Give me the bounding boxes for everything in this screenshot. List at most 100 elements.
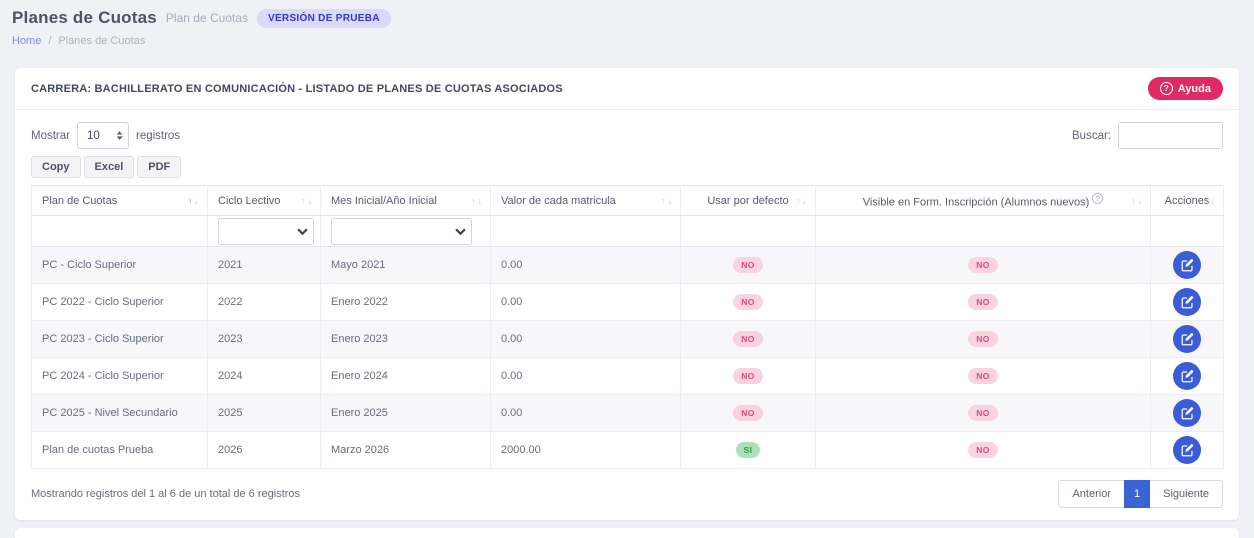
- cell-mes: Enero 2022: [320, 283, 491, 321]
- filter-ciclo-cell: [207, 215, 321, 247]
- export-buttons: Copy Excel PDF: [31, 156, 1223, 178]
- status-badge: NO: [968, 441, 998, 459]
- edit-button[interactable]: [1173, 399, 1201, 427]
- sort-asc-icon: ↑: [301, 195, 308, 206]
- table-row: PC 2023 - Ciclo Superior 2023 Enero 2023…: [31, 320, 1224, 358]
- cell-ciclo: 2024: [207, 357, 321, 395]
- edit-button[interactable]: [1173, 362, 1201, 390]
- plans-card: CARRERA: BACHILLERATO EN COMUNICACIÓN - …: [15, 68, 1239, 520]
- cell-mes: Enero 2025: [320, 394, 491, 432]
- sort-desc-icon: ↓: [667, 195, 674, 206]
- breadcrumb-separator: /: [48, 35, 52, 47]
- version-badge: VERSIÓN DE PRUEBA: [256, 8, 391, 28]
- search-input[interactable]: [1118, 122, 1223, 149]
- sort-asc-icon: ↑: [661, 195, 668, 206]
- card-title: CARRERA: BACHILLERATO EN COMUNICACIÓN - …: [31, 82, 563, 95]
- edit-icon: [1181, 406, 1193, 419]
- sort-asc-icon: ↑: [1131, 195, 1138, 206]
- page-length-select[interactable]: 10: [76, 122, 129, 149]
- edit-button[interactable]: [1173, 288, 1201, 316]
- pagination: Anterior 1 Siguiente: [1058, 480, 1223, 508]
- copy-button[interactable]: Copy: [31, 156, 81, 178]
- column-header-acciones[interactable]: Acciones ↑↓: [1150, 185, 1224, 216]
- next-page-button[interactable]: Siguiente: [1150, 480, 1223, 508]
- sort-desc-icon: ↓: [1137, 195, 1144, 206]
- page-subtitle: Plan de Cuotas: [165, 11, 248, 25]
- column-header-valor[interactable]: Valor de cada matricula ↑↓: [490, 185, 681, 216]
- cell-ciclo: 2023: [207, 320, 321, 358]
- current-page-button[interactable]: 1: [1124, 480, 1151, 508]
- table-header-row: Plan de Cuotas ↑↓ Ciclo Lectivo ↑↓ Mes I…: [31, 185, 1224, 216]
- sort-asc-icon: ↑: [471, 195, 478, 206]
- cell-mes: Mayo 2021: [320, 246, 491, 284]
- edit-button[interactable]: [1173, 325, 1201, 353]
- status-badge: NO: [733, 293, 763, 311]
- edit-icon: [1181, 295, 1193, 308]
- cell-ciclo: 2021: [207, 246, 321, 284]
- card-header: CARRERA: BACHILLERATO EN COMUNICACIÓN - …: [15, 68, 1239, 110]
- sort-icons: ↑↓: [471, 196, 484, 206]
- status-badge: NO: [968, 367, 998, 385]
- edit-button[interactable]: [1173, 436, 1201, 464]
- top-bar: Planes de Cuotas Plan de Cuotas VERSIÓN …: [0, 0, 1254, 58]
- table-row: Plan de cuotas Prueba 2026 Marzo 2026 20…: [31, 431, 1224, 469]
- column-header-usar[interactable]: Usar por defecto ↑↓: [680, 185, 816, 216]
- sort-icons: ↑↓: [1131, 196, 1144, 206]
- help-button-label: Ayuda: [1177, 82, 1211, 95]
- card-body: Mostrar 10 registros Buscar: Copy Excel: [15, 110, 1239, 520]
- cell-valor: 0.00: [490, 320, 681, 358]
- column-header-plan[interactable]: Plan de Cuotas ↑↓: [31, 185, 208, 216]
- cell-valor: 0.00: [490, 394, 681, 432]
- sort-icons: ↑↓: [661, 196, 674, 206]
- plans-table: Plan de Cuotas ↑↓ Ciclo Lectivo ↑↓ Mes I…: [31, 185, 1224, 469]
- sort-icons: ↑↓: [796, 196, 809, 206]
- filter-mes-cell: [320, 215, 491, 247]
- cell-valor: 0.00: [490, 246, 681, 284]
- edit-icon: [1181, 332, 1193, 345]
- cell-valor: 2000.00: [490, 431, 681, 469]
- cell-mes: Enero 2023: [320, 320, 491, 358]
- mes-filter-select[interactable]: [331, 217, 472, 245]
- edit-button[interactable]: [1173, 251, 1201, 279]
- help-button[interactable]: ? Ayuda: [1147, 77, 1223, 100]
- records-label: registros: [135, 129, 181, 142]
- sort-desc-icon: ↓: [194, 195, 201, 206]
- filter-acciones: [1150, 215, 1224, 247]
- table-row: PC 2022 - Ciclo Superior 2022 Enero 2022…: [31, 283, 1224, 321]
- table-filter-row: [31, 215, 1224, 247]
- cell-mes: Marzo 2026: [320, 431, 491, 469]
- sort-desc-icon: ↓: [477, 195, 484, 206]
- status-badge: NO: [733, 256, 763, 274]
- table-controls: Mostrar 10 registros Buscar:: [31, 122, 1223, 149]
- status-badge: NO: [733, 404, 763, 422]
- sort-icons: ↑↓: [188, 196, 201, 206]
- filter-visible: [815, 215, 1151, 247]
- filter-valor: [490, 215, 681, 247]
- table-footer: Mostrando registros del 1 al 6 de un tot…: [31, 469, 1223, 508]
- column-header-ciclo[interactable]: Ciclo Lectivo ↑↓: [207, 185, 321, 216]
- status-badge: NO: [733, 367, 763, 385]
- breadcrumb-home-link[interactable]: Home: [12, 35, 42, 47]
- help-icon: ?: [1159, 82, 1173, 95]
- sort-asc-icon: ↑: [1204, 195, 1211, 206]
- excel-button[interactable]: Excel: [83, 156, 135, 178]
- ciclo-filter-select[interactable]: [218, 217, 314, 245]
- cell-plan: PC 2022 - Ciclo Superior: [31, 283, 208, 321]
- sort-desc-icon: ↓: [307, 195, 314, 206]
- column-header-visible[interactable]: Visible en Form. Inscripción (Alumnos nu…: [815, 185, 1151, 216]
- table-row: PC 2024 - Ciclo Superior 2024 Enero 2024…: [31, 357, 1224, 395]
- sort-asc-icon: ↑: [188, 195, 195, 206]
- cell-ciclo: 2025: [207, 394, 321, 432]
- pdf-button[interactable]: PDF: [137, 156, 182, 178]
- column-header-mes[interactable]: Mes Inicial/Año Inicial ↑↓: [320, 185, 491, 216]
- table-row: PC 2025 - Nivel Secundario 2025 Enero 20…: [31, 394, 1224, 432]
- edit-icon: [1181, 258, 1193, 271]
- show-label: Mostrar: [31, 129, 70, 142]
- cell-plan: Plan de cuotas Prueba: [31, 431, 208, 469]
- cell-valor: 0.00: [490, 283, 681, 321]
- previous-page-button[interactable]: Anterior: [1058, 480, 1124, 508]
- page-title: Planes de Cuotas: [12, 8, 157, 27]
- status-badge: NO: [968, 293, 998, 311]
- info-icon: ?: [1092, 192, 1104, 204]
- cell-ciclo: 2022: [207, 283, 321, 321]
